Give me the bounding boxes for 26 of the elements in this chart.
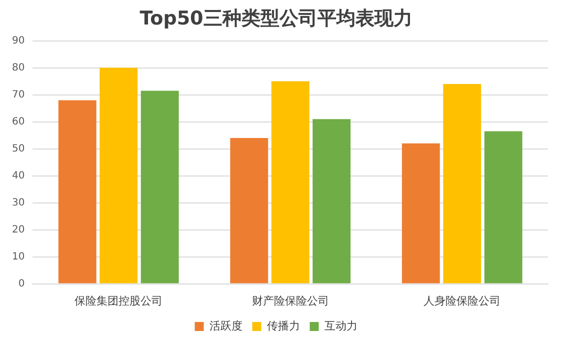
- y-tick-label: 30: [12, 197, 25, 208]
- x-tick-label: 财产险保险公司: [252, 294, 329, 308]
- legend-label: 互动力: [324, 319, 358, 332]
- y-tick-label: 50: [12, 143, 25, 154]
- bar: [140, 90, 179, 284]
- y-tick-label: 90: [12, 35, 25, 46]
- y-tick-label: 20: [12, 224, 25, 236]
- y-tick-label: 70: [12, 89, 25, 100]
- y-tick-label: 40: [12, 170, 25, 182]
- bar: [402, 143, 440, 284]
- y-tick-label: 60: [12, 116, 25, 128]
- y-tick-label: 10: [12, 251, 25, 262]
- y-tick-label: 0: [18, 278, 25, 290]
- chart-title: Top50三种类型公司平均表现力: [140, 7, 412, 30]
- legend-label: 活跃度: [209, 319, 242, 332]
- bar: [58, 100, 96, 284]
- x-tick-label: 保险集团控股公司: [74, 294, 163, 308]
- bar: [443, 84, 482, 284]
- bar: [484, 131, 522, 284]
- bar: [230, 138, 268, 284]
- bar: [271, 81, 310, 284]
- x-tick-label: 人身险保险公司: [424, 294, 501, 308]
- y-tick-label: 80: [12, 62, 25, 74]
- legend-label: 传播力: [266, 319, 300, 332]
- bar: [100, 68, 138, 284]
- bar: [312, 119, 351, 284]
